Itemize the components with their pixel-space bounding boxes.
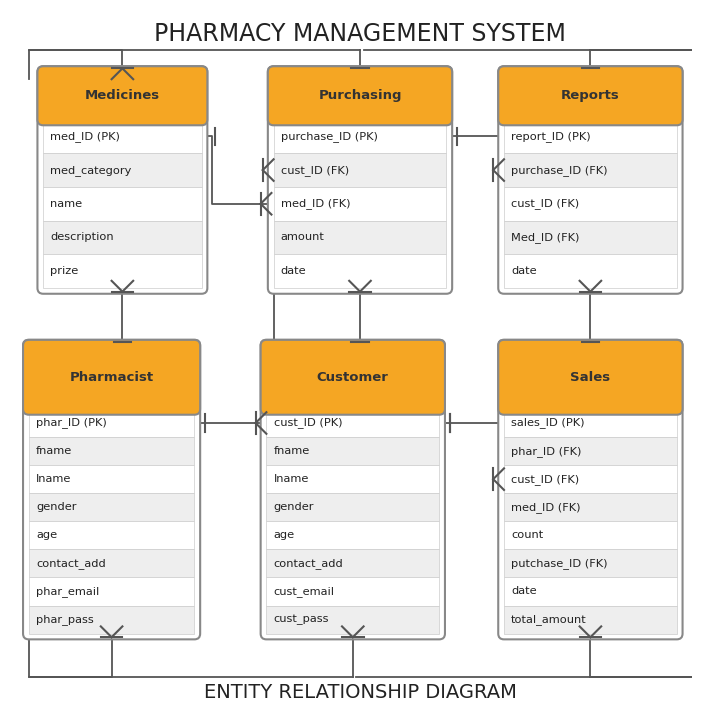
Text: phar_pass: phar_pass xyxy=(36,614,94,625)
Text: description: description xyxy=(50,233,114,243)
Text: purchase_ID (PK): purchase_ID (PK) xyxy=(281,131,378,142)
Bar xyxy=(274,120,446,153)
Text: ENTITY RELATIONSHIP DIAGRAM: ENTITY RELATIONSHIP DIAGRAM xyxy=(204,683,516,702)
Text: contact_add: contact_add xyxy=(274,558,343,569)
Text: total_amount: total_amount xyxy=(511,614,587,625)
Bar xyxy=(504,437,677,465)
Bar xyxy=(29,577,194,606)
FancyBboxPatch shape xyxy=(498,340,683,415)
Text: contact_add: contact_add xyxy=(36,558,106,569)
Text: Pharmacist: Pharmacist xyxy=(70,371,153,384)
Bar xyxy=(504,409,677,437)
Bar xyxy=(504,493,677,521)
Text: Sales: Sales xyxy=(570,371,611,384)
Bar xyxy=(504,606,677,634)
Bar xyxy=(504,254,677,288)
Text: Purchasing: Purchasing xyxy=(318,89,402,102)
FancyBboxPatch shape xyxy=(37,66,207,125)
Bar xyxy=(504,153,677,187)
Text: cust_ID (FK): cust_ID (FK) xyxy=(511,474,580,485)
Text: putchase_ID (FK): putchase_ID (FK) xyxy=(511,558,608,569)
Text: date: date xyxy=(281,266,307,276)
Text: fname: fname xyxy=(36,446,72,456)
Bar xyxy=(504,220,677,254)
FancyBboxPatch shape xyxy=(23,340,200,639)
Bar xyxy=(266,465,439,493)
Bar xyxy=(504,521,677,549)
Bar xyxy=(274,220,446,254)
Text: lname: lname xyxy=(274,474,309,484)
Bar xyxy=(274,187,446,220)
Bar xyxy=(29,465,194,493)
Text: cust_ID (FK): cust_ID (FK) xyxy=(511,198,580,210)
Bar xyxy=(266,493,439,521)
FancyBboxPatch shape xyxy=(261,340,445,639)
Bar xyxy=(504,120,677,153)
Text: cust_ID (PK): cust_ID (PK) xyxy=(274,418,342,428)
Text: Reports: Reports xyxy=(561,89,620,102)
Bar xyxy=(504,187,677,220)
Text: PHARMACY MANAGEMENT SYSTEM: PHARMACY MANAGEMENT SYSTEM xyxy=(154,22,566,45)
Text: lname: lname xyxy=(36,474,71,484)
Text: age: age xyxy=(274,531,294,540)
Bar xyxy=(29,409,194,437)
Bar xyxy=(29,606,194,634)
Text: fname: fname xyxy=(274,446,310,456)
Bar xyxy=(43,187,202,220)
Bar xyxy=(266,577,439,606)
Text: sales_ID (PK): sales_ID (PK) xyxy=(511,418,585,428)
Text: med_category: med_category xyxy=(50,165,132,176)
Text: count: count xyxy=(511,531,544,540)
Bar xyxy=(266,521,439,549)
Bar xyxy=(266,549,439,577)
Bar xyxy=(43,254,202,288)
Bar xyxy=(43,120,202,153)
Text: date: date xyxy=(511,266,537,276)
Bar xyxy=(43,220,202,254)
Text: cust_ID (FK): cust_ID (FK) xyxy=(281,165,349,176)
Bar xyxy=(274,153,446,187)
Text: Med_ID (FK): Med_ID (FK) xyxy=(511,232,580,243)
Bar xyxy=(29,521,194,549)
Text: med_ID (PK): med_ID (PK) xyxy=(50,131,120,142)
Text: age: age xyxy=(36,531,57,540)
Text: Medicines: Medicines xyxy=(85,89,160,102)
Text: date: date xyxy=(511,587,537,596)
Text: gender: gender xyxy=(36,503,76,512)
Bar xyxy=(266,437,439,465)
Text: cust_email: cust_email xyxy=(274,586,335,597)
Bar xyxy=(43,153,202,187)
FancyBboxPatch shape xyxy=(498,340,683,639)
FancyBboxPatch shape xyxy=(498,66,683,125)
FancyBboxPatch shape xyxy=(261,340,445,415)
Text: Customer: Customer xyxy=(317,371,389,384)
Text: name: name xyxy=(50,199,83,209)
Bar xyxy=(29,437,194,465)
Text: gender: gender xyxy=(274,503,314,512)
Bar xyxy=(274,254,446,288)
Text: phar_ID (PK): phar_ID (PK) xyxy=(36,418,107,428)
FancyBboxPatch shape xyxy=(37,66,207,294)
Bar xyxy=(504,465,677,493)
FancyBboxPatch shape xyxy=(268,66,452,294)
FancyBboxPatch shape xyxy=(23,340,200,415)
Text: report_ID (PK): report_ID (PK) xyxy=(511,131,591,142)
Text: phar_email: phar_email xyxy=(36,586,99,597)
FancyBboxPatch shape xyxy=(268,66,452,125)
Bar xyxy=(29,549,194,577)
Text: med_ID (FK): med_ID (FK) xyxy=(511,502,581,513)
Bar xyxy=(29,493,194,521)
Bar xyxy=(266,606,439,634)
Text: cust_pass: cust_pass xyxy=(274,614,329,625)
FancyBboxPatch shape xyxy=(498,66,683,294)
Bar xyxy=(266,409,439,437)
Text: amount: amount xyxy=(281,233,325,243)
Text: prize: prize xyxy=(50,266,78,276)
Text: purchase_ID (FK): purchase_ID (FK) xyxy=(511,165,608,176)
Bar xyxy=(504,549,677,577)
Bar xyxy=(504,577,677,606)
Text: med_ID (FK): med_ID (FK) xyxy=(281,198,351,210)
Text: phar_ID (FK): phar_ID (FK) xyxy=(511,446,582,456)
